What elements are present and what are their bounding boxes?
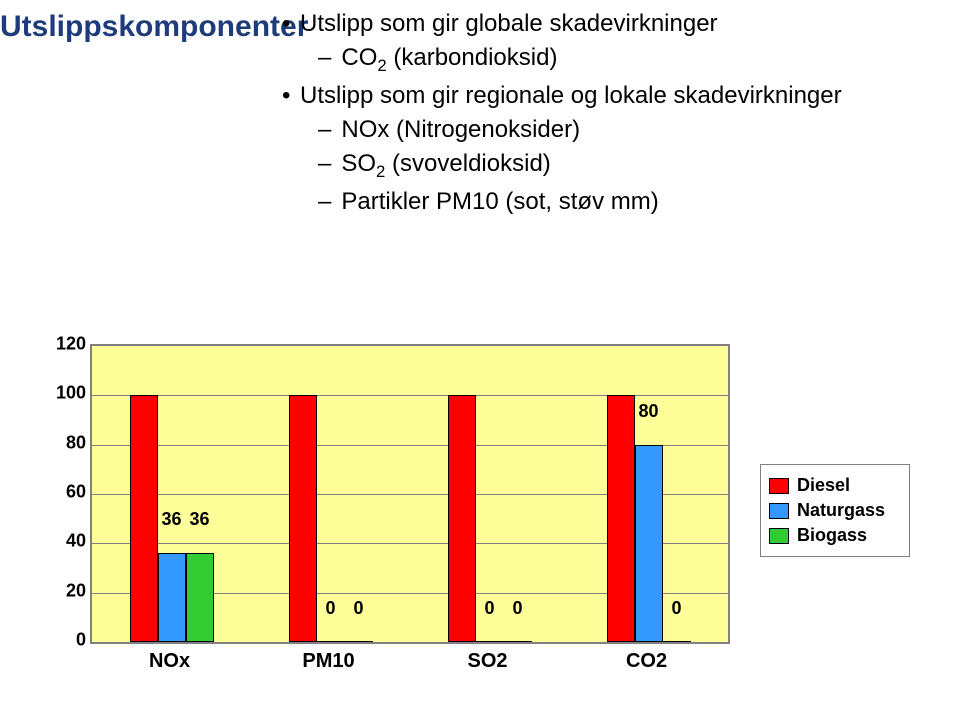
bar-PM10-naturgass (317, 641, 345, 642)
y-tick-label: 80 (66, 432, 86, 453)
bar-value-label: 36 (186, 509, 214, 530)
bar-value-label: 80 (635, 401, 663, 422)
y-tick-label: 20 (66, 580, 86, 601)
legend-swatch (769, 528, 789, 544)
legend-item: Diesel (769, 475, 901, 496)
bar-value-label: 0 (663, 598, 691, 619)
bar-value-label: 36 (158, 509, 186, 530)
bar-PM10-biogass (345, 641, 373, 642)
plot-area: 36360000800 (90, 344, 730, 644)
bar-NOx-naturgass (158, 553, 186, 642)
bar-NOx-diesel (130, 395, 158, 642)
bar-CO2-biogass (663, 641, 691, 642)
x-axis-label: CO2 (567, 650, 726, 673)
bar-CO2-naturgass (635, 445, 663, 642)
bar-SO2-diesel (448, 395, 476, 642)
bar-value-label: 0 (476, 598, 504, 619)
bar-CO2-diesel (607, 395, 635, 642)
legend-label: Diesel (797, 475, 850, 496)
bullet-1a: CO2 (karbondioksid) (341, 44, 557, 71)
legend-swatch (769, 503, 789, 519)
legend-item: Naturgass (769, 500, 901, 521)
x-axis-label: PM10 (249, 650, 408, 673)
y-axis: 020406080100120 (40, 344, 90, 644)
legend-label: Naturgass (797, 500, 885, 521)
bar-value-label: 0 (317, 598, 345, 619)
emissions-bar-chart: 020406080100120 36360000800 NOxPM10SO2CO… (40, 344, 920, 704)
bullet-2a: NOx (Nitrogenoksider) (341, 116, 580, 143)
legend-label: Biogass (797, 525, 867, 546)
bar-SO2-biogass (504, 641, 532, 642)
bullet-2b: SO2 (svoveldioksid) (341, 150, 550, 177)
bullet-2: Utslipp som gir regionale og lokale skad… (300, 82, 842, 109)
y-tick-label: 100 (56, 383, 86, 404)
y-tick-label: 40 (66, 531, 86, 552)
bullet-list: •Utslipp som gir globale skadevirkninger… (282, 10, 922, 222)
bar-value-label: 0 (504, 598, 532, 619)
bullet-2c: Partikler PM10 (sot, støv mm) (341, 188, 658, 215)
y-tick-label: 120 (56, 334, 86, 355)
page-title: Utslippskomponenter (0, 10, 308, 44)
bar-SO2-naturgass (476, 641, 504, 642)
bar-NOx-biogass (186, 553, 214, 642)
y-tick-label: 60 (66, 482, 86, 503)
x-axis-label: SO2 (408, 650, 567, 673)
bullet-1: Utslipp som gir globale skadevirkninger (300, 10, 718, 37)
bar-value-label: 0 (345, 598, 373, 619)
legend-swatch (769, 478, 789, 494)
y-tick-label: 0 (76, 630, 86, 651)
bar-PM10-diesel (289, 395, 317, 642)
x-axis-label: NOx (90, 650, 249, 673)
chart-legend: Diesel Naturgass Biogass (760, 464, 910, 557)
legend-item: Biogass (769, 525, 901, 546)
